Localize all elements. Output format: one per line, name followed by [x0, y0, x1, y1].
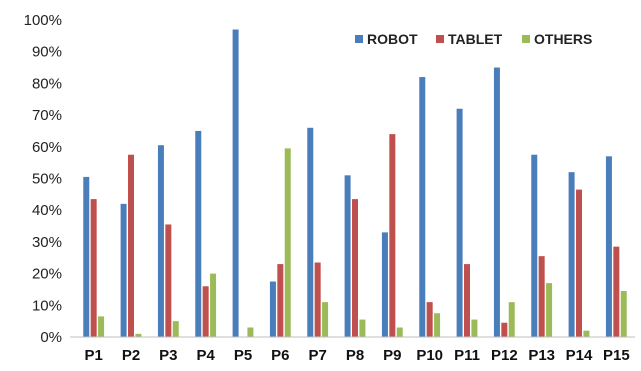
bar-robot	[344, 175, 351, 337]
x-tick-label: P10	[416, 347, 443, 364]
x-tick-label: P15	[603, 347, 630, 364]
y-tick-label: 40%	[32, 202, 62, 219]
bar-tablet	[501, 322, 508, 337]
legend-swatch-others	[522, 35, 530, 43]
y-tick-label: 20%	[32, 266, 62, 283]
bar-robot	[456, 108, 463, 337]
y-tick-label: 90%	[32, 44, 62, 61]
bar-tablet	[165, 224, 172, 337]
x-axis-ticks: P1 P2 P3 P4 P5 P6 P7 P8 P9 P10 P11 P12 P13 P14 P15	[84, 347, 629, 364]
bar-tablet	[352, 199, 358, 337]
x-tick-label: P8	[346, 347, 364, 364]
bar-robot	[120, 203, 127, 337]
bar-others	[583, 330, 590, 337]
y-tick-label: 0%	[40, 329, 62, 346]
bar-robot	[157, 145, 164, 337]
y-tick-label: 60%	[32, 139, 62, 156]
bar-robot	[195, 130, 202, 337]
bar-robot	[493, 67, 500, 338]
legend: ROBOT TABLET OTHERS	[355, 31, 592, 47]
x-tick-label: P7	[308, 347, 326, 364]
bar-others	[98, 316, 105, 337]
bar-robot	[307, 127, 314, 337]
x-tick-label: P9	[383, 347, 401, 364]
bar-others	[247, 327, 254, 337]
x-tick-label: P12	[491, 347, 518, 364]
bar-others	[359, 319, 366, 337]
x-tick-label: P6	[271, 347, 289, 364]
bar-robot	[419, 77, 426, 337]
bar-tablet	[464, 264, 470, 337]
bar-others	[172, 321, 179, 337]
bars	[83, 29, 627, 338]
bar-robot	[531, 154, 538, 337]
legend-label-others: OTHERS	[534, 31, 592, 47]
bar-robot	[381, 232, 388, 337]
bar-tablet	[90, 199, 97, 337]
bar-tablet	[314, 262, 321, 337]
bar-tablet	[576, 189, 582, 337]
bar-tablet	[202, 286, 209, 337]
legend-label-robot: ROBOT	[367, 31, 418, 47]
bar-others	[620, 291, 627, 337]
legend-swatch-tablet	[436, 35, 444, 43]
bar-others	[284, 148, 291, 337]
bar-robot	[568, 172, 575, 337]
bar-others	[434, 313, 441, 337]
legend-label-tablet: TABLET	[448, 31, 503, 47]
bar-tablet	[277, 264, 284, 337]
bar-tablet	[538, 256, 545, 337]
y-tick-label: 70%	[32, 107, 62, 124]
bar-tablet	[128, 154, 134, 337]
x-tick-label: P5	[234, 347, 252, 364]
bar-tablet	[613, 246, 620, 337]
bar-others	[210, 273, 217, 337]
y-tick-label: 80%	[32, 75, 62, 92]
x-tick-label: P3	[159, 347, 177, 364]
x-tick-label: P13	[528, 347, 555, 364]
x-tick-label: P4	[196, 347, 215, 364]
x-tick-label: P11	[454, 347, 480, 364]
y-tick-label: 30%	[32, 234, 62, 251]
x-tick-label: P14	[566, 347, 593, 364]
bar-others	[322, 302, 329, 337]
bar-others	[508, 302, 515, 337]
bar-others	[546, 283, 553, 337]
y-axis-ticks: 0% 10% 20% 30% 40% 50% 60% 70% 80% 90% 100%	[24, 12, 62, 346]
bar-robot	[232, 29, 239, 337]
y-tick-label: 10%	[32, 297, 62, 314]
x-tick-label: P2	[122, 347, 140, 364]
bar-robot	[605, 156, 612, 337]
bar-robot	[269, 281, 276, 337]
bar-tablet	[426, 302, 433, 337]
x-tick-label: P1	[84, 347, 102, 364]
bar-robot	[83, 176, 90, 337]
bar-others	[471, 319, 478, 337]
y-tick-label: 100%	[24, 12, 62, 29]
bar-others	[396, 327, 403, 337]
bar-tablet	[389, 134, 396, 337]
legend-swatch-robot	[355, 35, 363, 43]
y-tick-label: 50%	[32, 171, 62, 188]
bar-others	[135, 333, 142, 337]
